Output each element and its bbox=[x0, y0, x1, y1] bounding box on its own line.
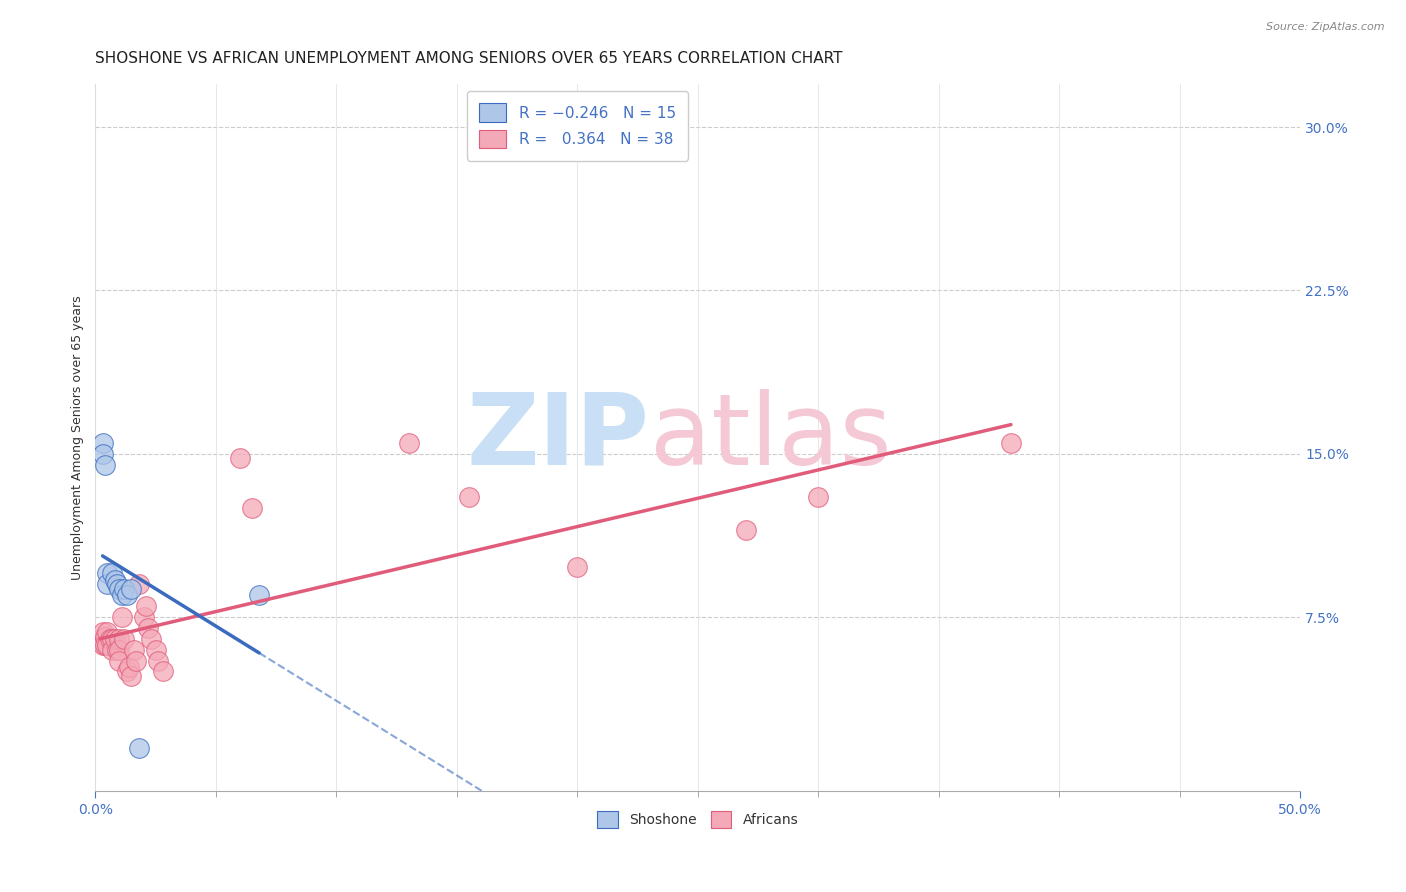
Point bbox=[128, 740, 150, 755]
Point bbox=[104, 632, 127, 646]
Point bbox=[145, 642, 167, 657]
Point bbox=[135, 599, 157, 614]
Point bbox=[96, 577, 118, 591]
Text: ZIP: ZIP bbox=[467, 389, 650, 486]
Point bbox=[96, 566, 118, 581]
Y-axis label: Unemployment Among Seniors over 65 years: Unemployment Among Seniors over 65 years bbox=[72, 295, 84, 580]
Point bbox=[735, 523, 758, 537]
Point bbox=[152, 665, 174, 679]
Point bbox=[1000, 435, 1022, 450]
Point bbox=[139, 632, 162, 646]
Point bbox=[112, 582, 135, 596]
Point bbox=[115, 665, 138, 679]
Point bbox=[105, 642, 128, 657]
Point bbox=[94, 458, 117, 472]
Point bbox=[94, 638, 117, 652]
Point bbox=[96, 638, 118, 652]
Point bbox=[101, 566, 124, 581]
Point bbox=[96, 625, 118, 640]
Point bbox=[91, 625, 114, 640]
Text: Source: ZipAtlas.com: Source: ZipAtlas.com bbox=[1267, 22, 1385, 32]
Point bbox=[105, 577, 128, 591]
Point bbox=[807, 490, 830, 504]
Point bbox=[567, 560, 589, 574]
Text: atlas: atlas bbox=[650, 389, 891, 486]
Point bbox=[121, 582, 143, 596]
Text: SHOSHONE VS AFRICAN UNEMPLOYMENT AMONG SENIORS OVER 65 YEARS CORRELATION CHART: SHOSHONE VS AFRICAN UNEMPLOYMENT AMONG S… bbox=[96, 51, 842, 66]
Point bbox=[247, 588, 270, 602]
Point bbox=[115, 588, 138, 602]
Legend: Shoshone, Africans: Shoshone, Africans bbox=[592, 805, 804, 834]
Point bbox=[108, 654, 131, 668]
Point bbox=[125, 654, 148, 668]
Point bbox=[457, 490, 479, 504]
Point bbox=[111, 588, 134, 602]
Point bbox=[108, 642, 131, 657]
Point bbox=[98, 632, 121, 646]
Point bbox=[146, 654, 169, 668]
Point bbox=[229, 451, 252, 466]
Point bbox=[132, 610, 155, 624]
Point bbox=[112, 632, 135, 646]
Point bbox=[128, 577, 150, 591]
Point bbox=[101, 642, 124, 657]
Point bbox=[111, 610, 134, 624]
Point bbox=[122, 642, 145, 657]
Point bbox=[108, 632, 131, 646]
Point bbox=[104, 573, 127, 587]
Point bbox=[121, 669, 143, 683]
Point bbox=[240, 501, 263, 516]
Point bbox=[91, 638, 114, 652]
Point bbox=[138, 621, 160, 635]
Point bbox=[118, 660, 141, 674]
Point bbox=[94, 630, 117, 644]
Point bbox=[91, 435, 114, 450]
Point bbox=[108, 582, 131, 596]
Point bbox=[91, 447, 114, 461]
Point bbox=[101, 632, 124, 646]
Point bbox=[398, 435, 420, 450]
Point bbox=[89, 632, 111, 646]
